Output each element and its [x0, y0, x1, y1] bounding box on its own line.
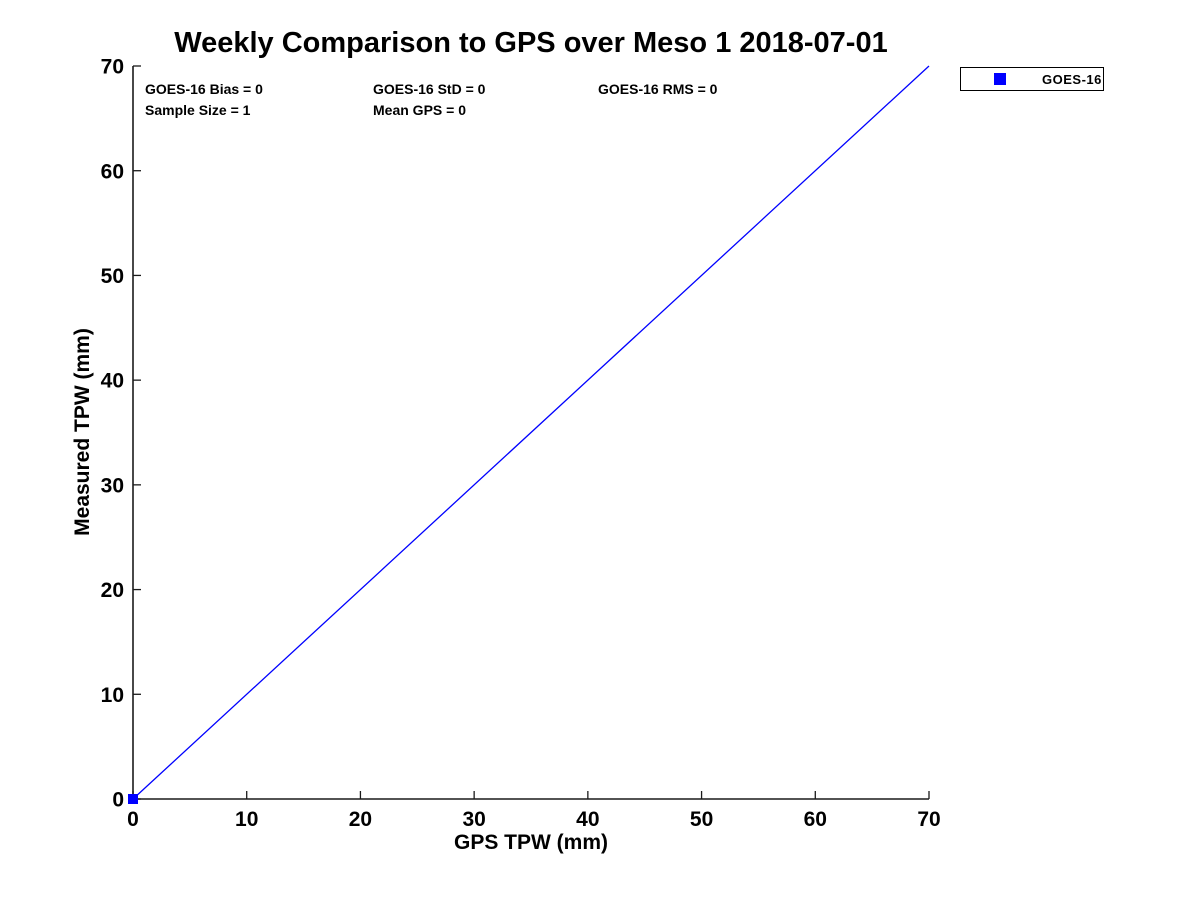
y-tick-label: 0 [112, 789, 124, 812]
y-axis-label: Measured TPW (mm) [71, 328, 94, 536]
x-tick-label: 20 [349, 808, 372, 831]
stat-std: GOES-16 StD = 0 [373, 81, 486, 97]
y-tick-label: 60 [101, 160, 124, 183]
stat-mean-gps: Mean GPS = 0 [373, 102, 466, 118]
x-tick-label: 70 [917, 808, 940, 831]
x-axis-label: GPS TPW (mm) [453, 831, 608, 854]
y-tick-label: 40 [101, 370, 124, 393]
x-tick-label: 60 [804, 808, 827, 831]
data-series-line [132, 65, 930, 800]
legend: GOES-16 [960, 67, 1104, 91]
y-tick-label: 10 [101, 684, 124, 707]
x-tick-label: 10 [235, 808, 258, 831]
legend-square-marker-icon [994, 73, 1006, 85]
stat-bias: GOES-16 Bias = 0 [145, 81, 263, 97]
x-tick-label: 30 [462, 808, 485, 831]
x-tick-label: 0 [127, 808, 139, 831]
x-tick-label: 40 [576, 808, 599, 831]
y-tick-label: 70 [101, 56, 124, 79]
y-tick-label: 20 [101, 579, 124, 602]
chart-title: Weekly Comparison to GPS over Meso 1 201… [174, 27, 888, 59]
y-tick-label: 50 [101, 265, 124, 288]
stat-rms: GOES-16 RMS = 0 [598, 81, 718, 97]
x-tick-label: 50 [690, 808, 713, 831]
stat-sample-size: Sample Size = 1 [145, 102, 251, 118]
legend-entry-label: GOES-16 [1042, 71, 1102, 87]
y-tick-label: 30 [101, 474, 124, 497]
